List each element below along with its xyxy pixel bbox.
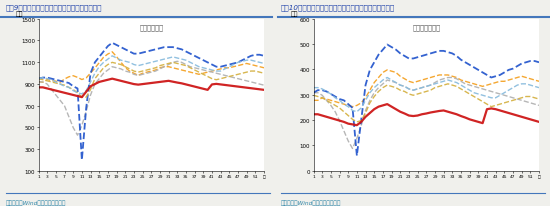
Legend: 2019年, 2020年, 2021年, 2022年, 2023年, 2024年: 2019年, 2020年, 2021年, 2022年, 2023年, 2024年 bbox=[325, 204, 527, 206]
Text: 万吨: 万吨 bbox=[291, 11, 299, 16]
Text: 万吨: 万吨 bbox=[16, 11, 24, 16]
Text: 资料来源：Wind，国盛证券研究所: 资料来源：Wind，国盛证券研究所 bbox=[280, 199, 341, 205]
Text: 资料来源：Wind，国盛证券研究所: 资料来源：Wind，国盛证券研究所 bbox=[6, 199, 66, 205]
Text: 螺纹钢表观需求: 螺纹钢表观需求 bbox=[412, 24, 440, 31]
Text: 图表10：近半月螺纹钢表需同样有所回落，弱于季节规律: 图表10：近半月螺纹钢表需同样有所回落，弱于季节规律 bbox=[280, 4, 395, 11]
Text: 钢材表需合计: 钢材表需合计 bbox=[139, 24, 163, 31]
Text: 图表9：近半月钢材表需再度回落，弱于季节规律: 图表9：近半月钢材表需再度回落，弱于季节规律 bbox=[6, 4, 102, 11]
Legend: 2019年, 2020年, 2021年, 2022年, 2023年, 2024年: 2019年, 2020年, 2021年, 2022年, 2023年, 2024年 bbox=[50, 204, 252, 206]
